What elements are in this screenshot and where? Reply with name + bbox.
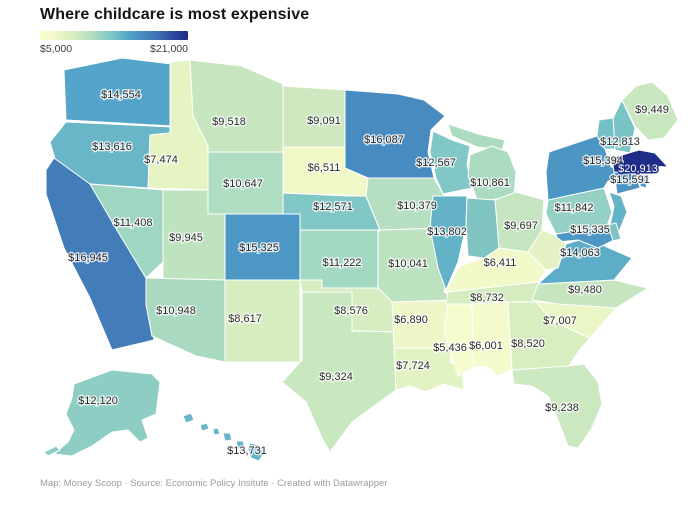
state-WA[interactable]	[63, 57, 173, 127]
state-ME[interactable]	[621, 81, 679, 141]
state-AK[interactable]	[53, 369, 161, 457]
state-MA[interactable]	[611, 149, 669, 175]
state-VT[interactable]	[596, 117, 616, 150]
state-MT[interactable]	[189, 59, 284, 153]
state-HI[interactable]	[235, 440, 246, 450]
state-WV[interactable]	[527, 229, 567, 271]
state-MN[interactable]	[344, 89, 446, 179]
state-FL[interactable]	[511, 363, 603, 449]
state-DE[interactable]	[607, 222, 622, 242]
state-NM[interactable]	[224, 279, 301, 363]
state-TX[interactable]	[281, 291, 397, 453]
state-AK[interactable]	[43, 445, 61, 457]
state-CO[interactable]	[224, 213, 301, 281]
legend: $5,000 $21,000	[40, 31, 188, 55]
state-AL[interactable]	[471, 301, 513, 377]
legend-min-label: $5,000	[40, 43, 73, 55]
state-KS[interactable]	[299, 229, 379, 289]
state-HI[interactable]	[247, 442, 265, 462]
legend-labels: $5,000 $21,000	[40, 43, 188, 55]
state-CT[interactable]	[613, 171, 641, 195]
state-AZ[interactable]	[145, 277, 226, 363]
state-HI[interactable]	[182, 412, 195, 424]
state-NV[interactable]	[89, 183, 164, 279]
state-RI[interactable]	[639, 173, 649, 189]
attribution-footer: Map: Money Scoop · Source: Economic Poli…	[40, 478, 388, 489]
state-HI[interactable]	[199, 422, 210, 432]
legend-max-label: $21,000	[150, 43, 188, 55]
state-ND[interactable]	[282, 85, 346, 148]
chart-title: Where childcare is most expensive	[40, 6, 310, 23]
legend-gradient-bar	[40, 31, 188, 40]
state-MI[interactable]	[467, 145, 517, 203]
state-WI[interactable]	[429, 130, 473, 195]
state-WY[interactable]	[207, 151, 284, 215]
state-LA[interactable]	[393, 347, 465, 393]
state-HI[interactable]	[222, 432, 233, 442]
state-IN[interactable]	[465, 197, 500, 259]
state-HI[interactable]	[212, 427, 221, 436]
